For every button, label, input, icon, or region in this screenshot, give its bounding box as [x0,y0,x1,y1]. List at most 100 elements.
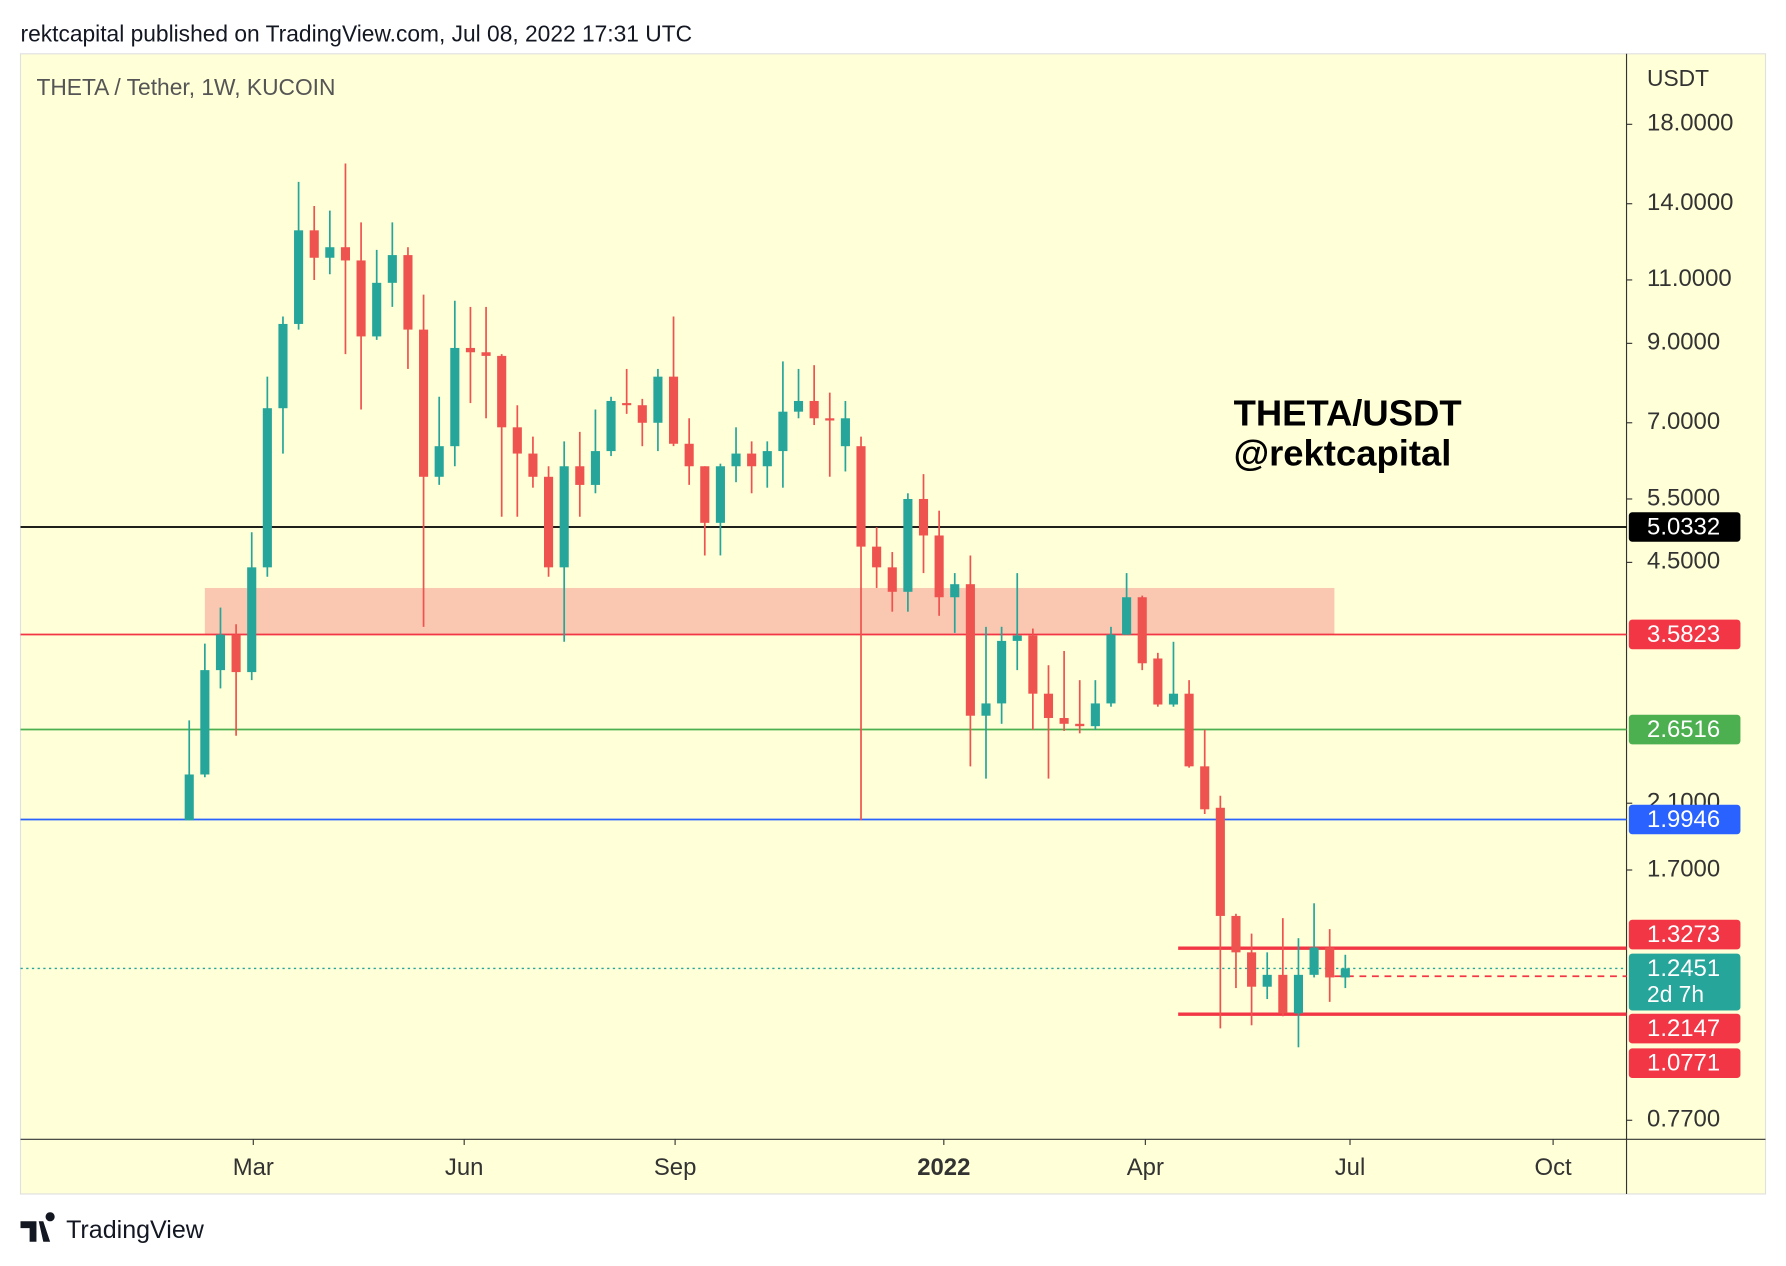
candle-body [325,247,335,258]
candle-body [887,567,897,592]
candle-body [434,446,444,477]
candle-body [856,446,866,547]
candle-body [372,282,382,337]
x-tick-label: Mar [233,1154,274,1181]
candle-body [747,453,757,467]
price-label: 3.5823 [1647,621,1720,648]
annotation: THETA/USDT [1234,393,1462,434]
candle-body [684,443,694,467]
candle-body [653,376,663,423]
candle-body [1200,766,1210,810]
candle-body [793,400,804,412]
candle-body [1247,952,1257,987]
price-label-box [1628,512,1741,542]
candle-body [1215,807,1225,916]
candle-body [934,535,944,598]
candle-body [668,376,679,444]
candle-body [247,567,257,673]
candle-body [309,230,319,258]
candle-body [231,634,241,673]
y-tick-label: 4.5000 [1647,548,1720,575]
candle-body [903,498,913,592]
x-tick-label: 2022 [917,1154,970,1181]
candle-body [809,400,819,419]
candle-body [778,411,788,452]
x-tick-label: Jun [445,1154,484,1181]
y-tick-label: 1.7000 [1647,855,1720,882]
price-label: 1.9946 [1647,806,1720,833]
candle-body [965,584,975,716]
candle-body [700,466,710,523]
candle-body [262,408,272,568]
candle-body [1137,597,1147,664]
price-label-box [1628,1048,1741,1078]
candle-body [184,774,194,821]
candle-body [1012,635,1022,641]
footer: TradingView [66,1216,205,1244]
candle-body [997,640,1007,704]
x-tick-label: Apr [1127,1154,1164,1181]
candle-body [450,347,460,447]
candle-body [1340,968,1350,978]
candle-body [1309,947,1319,975]
candle-body [606,400,616,452]
candle-body [1043,693,1054,719]
price-label-box [1628,619,1741,650]
axis: 18.0000 14.0000 11.0000 9.0000 7.0000 5.5000 4… [233,110,1741,1181]
candle-body [356,260,366,337]
candle-body [981,703,991,716]
y-tick-label: 7.0000 [1647,408,1720,435]
candle-body [872,546,882,568]
y-tick-label: 0.7700 [1647,1106,1720,1133]
price-label-box [1628,804,1741,835]
price-label: 1.2147 [1647,1015,1720,1042]
plot [20,163,1627,1048]
y-tick-label: 5.5000 [1647,484,1720,511]
current-price-box [1628,953,1741,1011]
countdown: 2d 7h [1647,981,1704,1007]
chart-title: THETA / Tether, 1W, KUCOIN [36,74,335,100]
candle-body [1090,703,1100,727]
candle-body [1184,693,1194,767]
logo-icon [20,1212,55,1242]
price-label-box [1628,919,1741,950]
x-tick-label: Sep [654,1154,697,1181]
candle-body [544,476,554,568]
candle-body [512,427,522,454]
candle-body [950,584,960,598]
price-label-box [1628,714,1741,745]
price-label: 5.0332 [1647,513,1720,540]
candle-body [1028,635,1038,694]
candle-body [528,453,538,477]
candle-body [1153,658,1163,705]
y-tick-label: 14.0000 [1647,189,1733,216]
annotation: @rektcapital [1234,433,1452,474]
candle-body [762,451,772,467]
zone [204,587,1335,635]
y-axis-label: USDT [1647,65,1709,91]
candle-body [340,247,351,261]
candle-body [622,403,632,406]
candle-body [278,323,288,409]
price-label: 1.0771 [1647,1050,1720,1077]
current-price-label: 1.2451 [1647,955,1720,982]
candle-body [1278,974,1288,1014]
x-tick-label: Oct [1535,1154,1573,1181]
candle-body [1122,597,1132,635]
y-tick-label: 18.0000 [1647,110,1733,137]
x-tick-label: Jul [1335,1154,1366,1181]
candle-body [497,355,507,428]
candle-body [559,466,569,568]
candle-body [481,352,491,356]
candle-body [715,466,725,523]
candle-body [1231,915,1241,953]
logo: TradingView [20,1212,205,1244]
header: rektcapital published on TradingView.com… [21,21,693,47]
candle-body [1293,974,1304,1014]
candle-body [1059,718,1069,724]
candle-body [731,453,741,467]
candle-body [840,418,850,447]
price-label: 1.3273 [1647,921,1720,948]
candle-body [825,418,835,421]
